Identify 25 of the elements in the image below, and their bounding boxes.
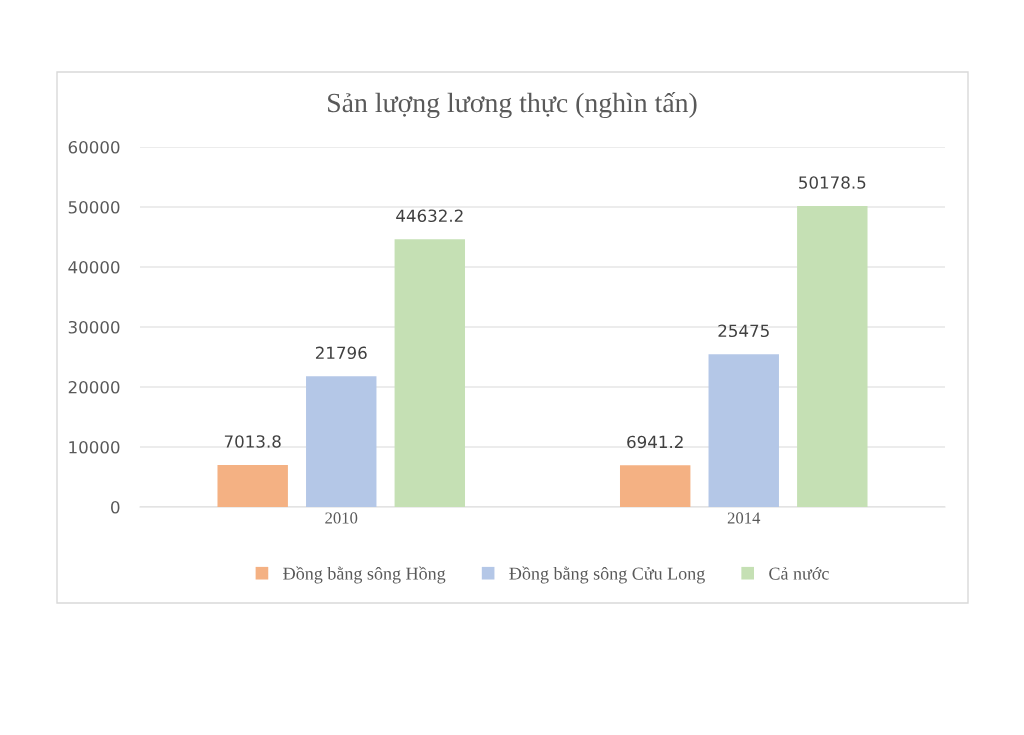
data-label: 25475 (718, 324, 769, 338)
data-label: 6941.2 (627, 435, 683, 449)
legend-label: Đồng bằng sông Cửu Long (509, 566, 705, 584)
bar (797, 205, 868, 507)
legend-label: Đồng bằng sông Hồng (283, 566, 446, 584)
bar (394, 239, 466, 507)
chart-title: Sản lượng lương thực (nghìn tấn) (328, 91, 697, 119)
y-tick-label: 30000 (68, 320, 120, 334)
data-label: 50178.5 (799, 176, 866, 189)
y-tick-label: 20000 (68, 380, 120, 394)
data-label: 7013.8 (224, 435, 281, 448)
y-tick-label: 0 (111, 500, 120, 514)
x-tick-label: 2014 (727, 512, 761, 524)
bar (619, 465, 691, 507)
y-tick-label: 10000 (69, 440, 120, 454)
y-tick-label: 50000 (68, 200, 120, 214)
y-tick-label: 60000 (68, 140, 120, 154)
bar (306, 376, 377, 507)
x-tick-label: 2010 (325, 512, 358, 524)
data-label: 44632.2 (396, 209, 463, 223)
data-label: 21796 (315, 346, 367, 360)
y-tick-label: 40000 (68, 260, 120, 274)
bar (708, 354, 779, 507)
legend-label: Cả nước (769, 566, 829, 580)
bar (217, 464, 288, 507)
